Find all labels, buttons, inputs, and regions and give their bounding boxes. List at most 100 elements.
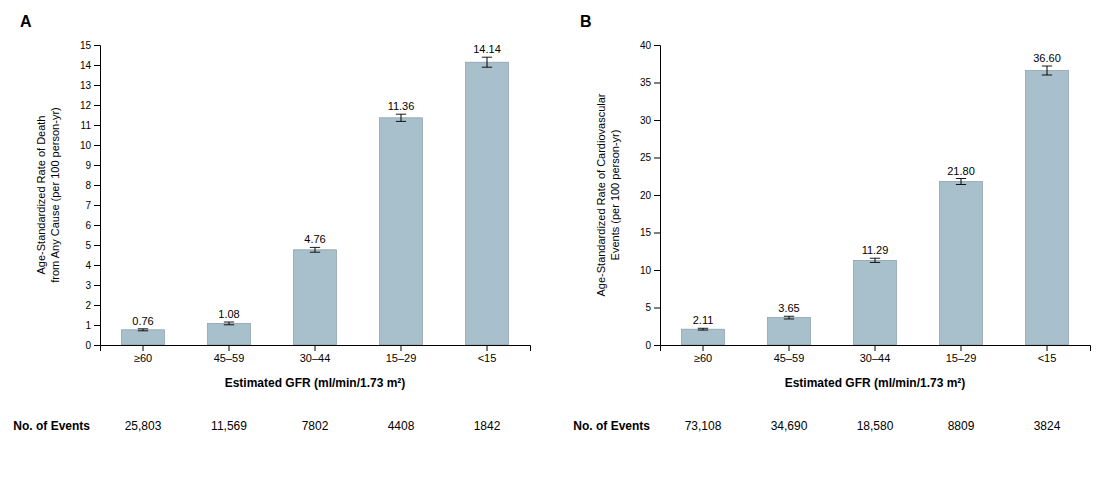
tick-mark [94, 265, 100, 266]
tick-label: <15 [478, 352, 497, 364]
tick-mark [315, 345, 316, 351]
bar [294, 250, 337, 345]
tick: 14 [80, 60, 100, 71]
events-label: No. of Events [13, 419, 90, 433]
tick-mark [654, 233, 660, 234]
error-cap [698, 330, 708, 331]
error-bar [310, 247, 320, 252]
error-bar [138, 329, 148, 331]
error-line [1047, 66, 1048, 75]
tick-label: <15 [1038, 352, 1057, 364]
tick: 30–44 [300, 345, 331, 364]
tick-mark [789, 345, 790, 351]
tick-label: 0 [645, 340, 651, 351]
error-cap [956, 184, 966, 185]
tick-mark [94, 45, 100, 46]
x-axis-title: Estimated GFR (ml/min/1.73 m²) [225, 376, 406, 390]
marks [682, 66, 1069, 345]
tick: 30–44 [860, 345, 891, 364]
data-label: 21.80 [947, 165, 975, 177]
tick-mark [94, 285, 100, 286]
tick-mark [401, 345, 402, 351]
event-count: 11,569 [211, 419, 247, 433]
tick-mark [94, 345, 100, 346]
event-count: 8809 [948, 419, 975, 433]
tick-mark [94, 225, 100, 226]
tick-label: 0 [85, 340, 91, 351]
tick-label: 10 [80, 140, 92, 151]
data-label: 4.76 [304, 233, 325, 245]
error-line [315, 247, 316, 252]
tick: ≥60 [694, 345, 712, 364]
tick-label: 45–59 [214, 352, 245, 364]
tick-mark [94, 205, 100, 206]
error-bar [698, 328, 708, 330]
tick-mark [94, 145, 100, 146]
tick-label: 15 [640, 227, 652, 238]
bar [466, 62, 509, 345]
event-count: 18,580 [857, 419, 894, 433]
bar [768, 318, 811, 345]
error-line [961, 179, 962, 185]
tick-label: 5 [85, 240, 91, 251]
tick-mark [654, 308, 660, 309]
event-count: 34,690 [771, 419, 808, 433]
bar [122, 330, 165, 345]
error-cap [482, 57, 492, 58]
tick: 25 [640, 152, 660, 163]
tick: 0 [645, 340, 660, 351]
data-label: 3.65 [778, 302, 799, 314]
event-count: 7802 [302, 419, 329, 433]
tick: <15 [1038, 345, 1057, 364]
tick-mark [875, 345, 876, 351]
tick-label: 11 [81, 120, 92, 131]
data-label: 11.29 [862, 244, 889, 256]
axis-line [654, 46, 661, 346]
tick-mark [703, 345, 704, 351]
tick-mark [654, 195, 660, 196]
tick-label: 14 [80, 60, 92, 71]
tick-label: 7 [85, 200, 91, 211]
error-cap [310, 252, 320, 253]
error-cap [482, 67, 492, 68]
tick-mark [487, 345, 488, 351]
y-axis-title: Age-Standardized Rate of Deathfrom Any C… [35, 107, 60, 282]
axis-line [661, 346, 1091, 352]
tick-label: 15–29 [386, 352, 417, 364]
data-labels: 2.113.6511.2921.8036.60 [693, 52, 1061, 326]
error-cap [138, 330, 148, 331]
tick-label: ≥60 [134, 352, 152, 364]
data-label: 0.76 [132, 315, 153, 327]
tick: 1 [85, 320, 100, 331]
tick-label: 30–44 [300, 352, 331, 364]
tick: 4 [85, 260, 100, 271]
marks [122, 57, 509, 345]
tick: 20 [640, 190, 660, 201]
tick: 30 [640, 115, 660, 126]
error-cap [224, 322, 234, 323]
tick-mark [94, 105, 100, 106]
events-label: No. of Events [573, 419, 650, 433]
event-count: 4408 [388, 419, 415, 433]
tick: 45–59 [214, 345, 245, 364]
title: B [580, 13, 592, 30]
tick-label: 5 [645, 302, 651, 313]
tick-mark [654, 45, 660, 46]
tick-mark [94, 85, 100, 86]
error-bar [224, 322, 234, 325]
x-axis-title: Estimated GFR (ml/min/1.73 m²) [785, 376, 966, 390]
error-line [487, 57, 488, 67]
data-label: 11.36 [388, 100, 415, 112]
tick: 5 [85, 240, 100, 251]
x-axis: ≥6045–5930–4415–29<15 [661, 345, 1091, 364]
tick: 13 [80, 80, 100, 91]
tick: <15 [478, 345, 497, 364]
event-count: 1842 [474, 419, 501, 433]
error-cap [870, 258, 880, 259]
tick: 15–29 [386, 345, 417, 364]
tick-label: 4 [85, 260, 91, 271]
bar [380, 118, 423, 345]
error-cap [224, 324, 234, 325]
tick-label: 35 [640, 77, 652, 88]
error-bar [784, 316, 794, 319]
